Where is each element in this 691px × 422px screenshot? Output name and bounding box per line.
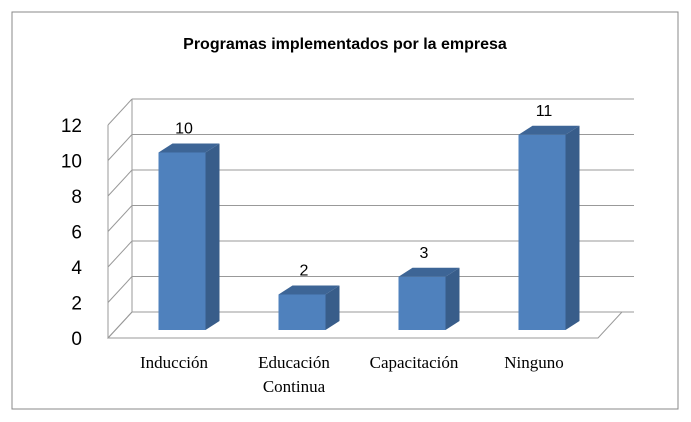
y-tick-label: 8 bbox=[71, 187, 82, 208]
bar bbox=[158, 143, 220, 330]
grid-line-side bbox=[107, 169, 133, 197]
bar bbox=[398, 267, 460, 330]
grid-line-side bbox=[107, 311, 133, 339]
x-tick-label: Ninguno bbox=[504, 353, 564, 372]
bar-front bbox=[158, 152, 206, 330]
y-tick-label: 0 bbox=[71, 329, 82, 350]
bar-side bbox=[565, 125, 580, 330]
bar bbox=[518, 125, 580, 330]
data-label: 3 bbox=[420, 245, 429, 262]
data-label: 2 bbox=[300, 263, 309, 280]
bar-top bbox=[518, 125, 580, 135]
grid-line-side bbox=[107, 240, 133, 268]
grid-line-side bbox=[107, 98, 133, 126]
y-tick-label: 12 bbox=[61, 116, 82, 137]
bar-front bbox=[398, 276, 446, 330]
bar-front bbox=[278, 294, 326, 330]
bar-front bbox=[518, 134, 566, 330]
bar-side bbox=[445, 267, 460, 330]
bar-side bbox=[205, 143, 220, 330]
data-label: 10 bbox=[175, 121, 193, 138]
y-tick-label: 6 bbox=[71, 223, 82, 244]
y-tick-label: 10 bbox=[61, 152, 82, 173]
grid-line-side bbox=[107, 276, 133, 303]
bar-top bbox=[278, 285, 340, 295]
y-tick-label: 4 bbox=[71, 258, 82, 279]
x-tick-label: Inducción bbox=[140, 353, 208, 372]
chart-title: Programas implementados por la empresa bbox=[183, 36, 507, 53]
x-tick-label: Capacitación bbox=[370, 353, 459, 372]
bar-side bbox=[325, 285, 340, 330]
data-label: 11 bbox=[536, 103, 553, 120]
grid-line-side bbox=[107, 134, 133, 161]
bar bbox=[278, 285, 340, 330]
y-tick-label: 2 bbox=[71, 294, 82, 315]
bar-top bbox=[158, 143, 220, 153]
grid-line-side bbox=[107, 205, 133, 232]
bar-top bbox=[398, 267, 460, 277]
x-tick-label: Educación Continua bbox=[258, 353, 330, 396]
